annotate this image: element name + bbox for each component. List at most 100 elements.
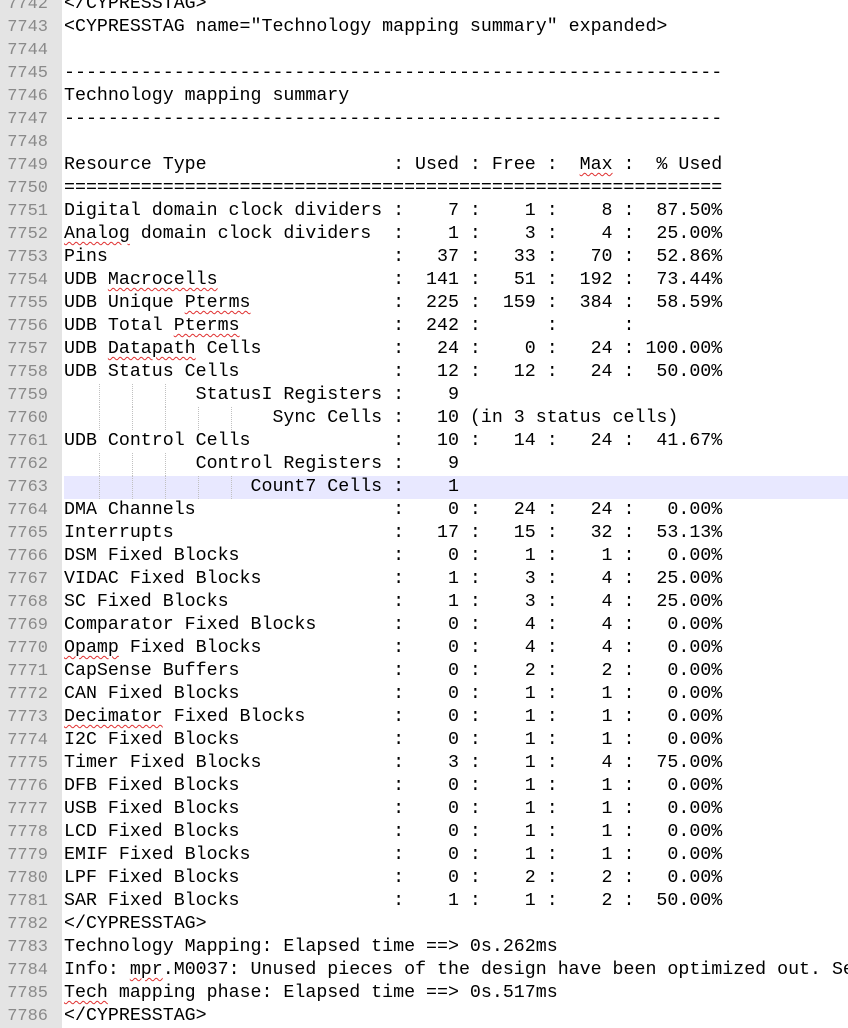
editor-line[interactable]: 7775 Timer Fixed Blocks : 3 : 1 : 4 : 75.… — [0, 752, 848, 775]
editor-line[interactable]: 7750 ====================================… — [0, 177, 848, 200]
editor-line[interactable]: 7753 Pins : 37 : 33 : 70 : 52.86% — [0, 246, 848, 269]
editor-line[interactable]: 7749 Resource Type : Used : Free : Max : … — [0, 154, 848, 177]
line-text[interactable]: VIDAC Fixed Blocks : 1 : 3 : 4 : 25.00% — [64, 569, 723, 589]
line-text[interactable]: UDB Status Cells : 12 : 12 : 24 : 50.00% — [64, 362, 723, 382]
editor-line[interactable]: 7777 USB Fixed Blocks : 0 : 1 : 1 : 0.00% — [0, 798, 848, 821]
editor-line[interactable]: 7754 UDB Macrocells : 141 : 51 : 192 : 73… — [0, 269, 848, 292]
editor-line[interactable]: 7763 Count7 Cells : 1 — [0, 476, 848, 499]
line-number: 7754 — [0, 269, 62, 292]
editor-line[interactable]: 7757 UDB Datapath Cells : 24 : 0 : 24 : 1… — [0, 338, 848, 361]
editor-line[interactable]: 7768 SC Fixed Blocks : 1 : 3 : 4 : 25.00% — [0, 591, 848, 614]
line-text[interactable]: I2C Fixed Blocks : 0 : 1 : 1 : 0.00% — [64, 730, 723, 750]
line-text[interactable]: Control Registers : 9 — [64, 454, 459, 474]
indent-guide — [198, 407, 199, 430]
editor-line[interactable]: 7760 Sync Cells : 10 (in 3 status cells) — [0, 407, 848, 430]
editor-line[interactable]: 7771 CapSense Buffers : 0 : 2 : 2 : 0.00% — [0, 660, 848, 683]
line-text[interactable]: UDB Unique Pterms : 225 : 159 : 384 : 58… — [64, 293, 723, 313]
line-text[interactable]: StatusI Registers : 9 — [64, 385, 459, 405]
editor-line[interactable]: 7751 Digital domain clock dividers : 7 : … — [0, 200, 848, 223]
line-text[interactable]: Tech mapping phase: Elapsed time ==> 0s.… — [64, 983, 558, 1003]
line-text[interactable]: USB Fixed Blocks : 0 : 1 : 1 : 0.00% — [64, 799, 723, 819]
editor-line[interactable]: 7746 Technology mapping summary — [0, 85, 848, 108]
line-text[interactable]: CapSense Buffers : 0 : 2 : 2 : 0.00% — [64, 661, 723, 681]
line-text[interactable]: Decimator Fixed Blocks : 0 : 1 : 1 : 0.0… — [64, 707, 723, 727]
editor-line[interactable]: 7782 </CYPRESSTAG> — [0, 913, 848, 936]
editor-line[interactable]: 7761 UDB Control Cells : 10 : 14 : 24 : 4… — [0, 430, 848, 453]
line-text[interactable]: Digital domain clock dividers : 7 : 1 : … — [64, 201, 723, 221]
editor-line[interactable]: 7759 StatusI Registers : 9 — [0, 384, 848, 407]
line-text[interactable]: ----------------------------------------… — [64, 63, 723, 83]
line-text[interactable]: LCD Fixed Blocks : 0 : 1 : 1 : 0.00% — [64, 822, 723, 842]
editor-line[interactable]: 7784 Info: mpr.M0037: Unused pieces of th… — [0, 959, 848, 982]
line-text[interactable]: Sync Cells : 10 (in 3 status cells) — [64, 408, 679, 428]
line-text[interactable]: Analog domain clock dividers : 1 : 3 : 4… — [64, 224, 723, 244]
line-text[interactable] — [64, 39, 848, 62]
line-text[interactable]: Info: mpr.M0037: Unused pieces of the de… — [64, 960, 848, 980]
editor-line[interactable]: 7783 Technology Mapping: Elapsed time ==>… — [0, 936, 848, 959]
line-text[interactable]: DFB Fixed Blocks : 0 : 1 : 1 : 0.00% — [64, 776, 723, 796]
editor-line[interactable]: 7766 DSM Fixed Blocks : 0 : 1 : 1 : 0.00% — [0, 545, 848, 568]
line-text[interactable]: Interrupts : 17 : 15 : 32 : 53.13% — [64, 523, 723, 543]
editor-line[interactable]: 7780 LPF Fixed Blocks : 0 : 2 : 2 : 0.00% — [0, 867, 848, 890]
editor-line[interactable]: 7762 Control Registers : 9 — [0, 453, 848, 476]
editor-line[interactable]: 7767 VIDAC Fixed Blocks : 1 : 3 : 4 : 25.… — [0, 568, 848, 591]
editor-line[interactable]: 7781 SAR Fixed Blocks : 1 : 1 : 2 : 50.00… — [0, 890, 848, 913]
line-text[interactable]: </CYPRESSTAG> — [64, 914, 207, 934]
line-text[interactable]: ========================================… — [64, 178, 723, 198]
editor-line[interactable]: 7785 Tech mapping phase: Elapsed time ==>… — [0, 982, 848, 1005]
line-text[interactable]: Timer Fixed Blocks : 3 : 1 : 4 : 75.00% — [64, 753, 723, 773]
line-text[interactable] — [64, 131, 848, 154]
editor-line[interactable]: 7758 UDB Status Cells : 12 : 12 : 24 : 50… — [0, 361, 848, 384]
line-number: 7769 — [0, 614, 62, 637]
editor-line[interactable]: 7752 Analog domain clock dividers : 1 : 3… — [0, 223, 848, 246]
indent-guide — [132, 384, 133, 407]
editor-line[interactable]: 7772 CAN Fixed Blocks : 0 : 1 : 1 : 0.00% — [0, 683, 848, 706]
editor-line[interactable]: 7743 <CYPRESSTAG name="Technology mapping… — [0, 16, 848, 39]
line-text[interactable]: CAN Fixed Blocks : 0 : 1 : 1 : 0.00% — [64, 684, 723, 704]
indent-guide — [99, 407, 100, 430]
editor-line[interactable]: 7755 UDB Unique Pterms : 225 : 159 : 384 … — [0, 292, 848, 315]
editor-line[interactable]: 7779 EMIF Fixed Blocks : 0 : 1 : 1 : 0.00… — [0, 844, 848, 867]
editor-line[interactable]: 7764 DMA Channels : 0 : 24 : 24 : 0.00% — [0, 499, 848, 522]
line-text[interactable]: Technology mapping summary — [64, 86, 350, 106]
line-text[interactable]: DSM Fixed Blocks : 0 : 1 : 1 : 0.00% — [64, 546, 723, 566]
editor-line[interactable]: 7786 </CYPRESSTAG> — [0, 1005, 848, 1028]
line-text[interactable]: UDB Datapath Cells : 24 : 0 : 24 : 100.0… — [64, 339, 723, 359]
line-number: 7767 — [0, 568, 62, 591]
line-text[interactable]: UDB Macrocells : 141 : 51 : 192 : 73.44% — [64, 270, 723, 290]
line-text[interactable]: SAR Fixed Blocks : 1 : 1 : 2 : 50.00% — [64, 891, 723, 911]
editor-line[interactable]: 7756 UDB Total Pterms : 242 : : : — [0, 315, 848, 338]
editor-line[interactable]: 7744 — [0, 39, 848, 62]
line-text[interactable]: </CYPRESSTAG> — [64, 1006, 207, 1026]
line-text[interactable]: Technology Mapping: Elapsed time ==> 0s.… — [64, 937, 558, 957]
line-text[interactable]: LPF Fixed Blocks : 0 : 2 : 2 : 0.00% — [64, 868, 723, 888]
editor-line[interactable]: 7747 ------------------------------------… — [0, 108, 848, 131]
editor-line[interactable]: 7776 DFB Fixed Blocks : 0 : 1 : 1 : 0.00% — [0, 775, 848, 798]
line-number: 7750 — [0, 177, 62, 200]
line-text[interactable]: </CYPRESSTAG> — [64, 0, 207, 14]
editor-line[interactable]: 7769 Comparator Fixed Blocks : 0 : 4 : 4 … — [0, 614, 848, 637]
line-text[interactable]: Comparator Fixed Blocks : 0 : 4 : 4 : 0.… — [64, 615, 723, 635]
editor-line[interactable]: 7745 ------------------------------------… — [0, 62, 848, 85]
line-text[interactable]: DMA Channels : 0 : 24 : 24 : 0.00% — [64, 500, 723, 520]
editor-line[interactable]: 7765 Interrupts : 17 : 15 : 32 : 53.13% — [0, 522, 848, 545]
editor-line[interactable]: 7748 — [0, 131, 848, 154]
line-text[interactable]: Pins : 37 : 33 : 70 : 52.86% — [64, 247, 723, 267]
line-number: 7756 — [0, 315, 62, 338]
line-text[interactable]: ----------------------------------------… — [64, 109, 723, 129]
line-text[interactable]: Resource Type : Used : Free : Max : % Us… — [64, 155, 723, 175]
line-text[interactable]: <CYPRESSTAG name="Technology mapping sum… — [64, 17, 668, 37]
editor-line[interactable]: 7773 Decimator Fixed Blocks : 0 : 1 : 1 :… — [0, 706, 848, 729]
editor-line[interactable]: 7770 Opamp Fixed Blocks : 0 : 4 : 4 : 0.0… — [0, 637, 848, 660]
line-number: 7781 — [0, 890, 62, 913]
line-text[interactable]: EMIF Fixed Blocks : 0 : 1 : 1 : 0.00% — [64, 845, 723, 865]
line-text[interactable]: UDB Total Pterms : 242 : : : — [64, 316, 635, 336]
line-text[interactable]: UDB Control Cells : 10 : 14 : 24 : 41.67… — [64, 431, 723, 451]
editor-line[interactable]: 7742 </CYPRESSTAG> — [0, 0, 848, 16]
line-text[interactable]: SC Fixed Blocks : 1 : 3 : 4 : 25.00% — [64, 592, 723, 612]
line-text[interactable]: Opamp Fixed Blocks : 0 : 4 : 4 : 0.00% — [64, 638, 723, 658]
editor-line[interactable]: 7774 I2C Fixed Blocks : 0 : 1 : 1 : 0.00% — [0, 729, 848, 752]
line-text[interactable]: Count7 Cells : 1 — [64, 476, 848, 499]
editor-line[interactable]: 7778 LCD Fixed Blocks : 0 : 1 : 1 : 0.00% — [0, 821, 848, 844]
